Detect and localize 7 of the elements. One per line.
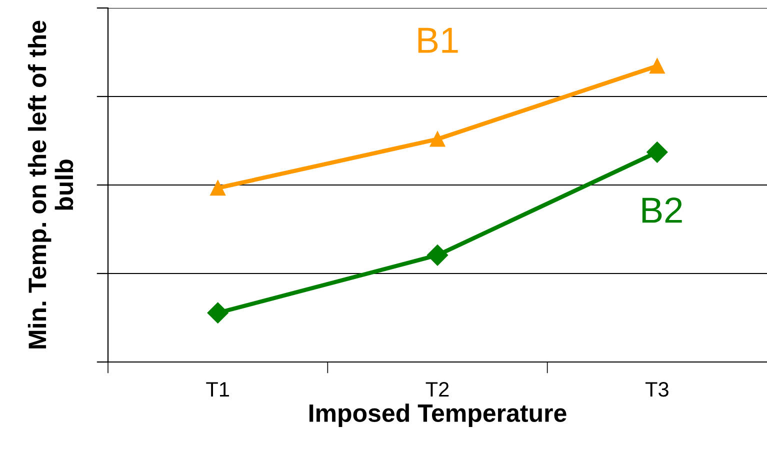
x-axis-title: Imposed Temperature bbox=[310, 404, 566, 427]
text: B1 bbox=[418, 28, 458, 53]
x-tick-label: T3 bbox=[645, 382, 668, 397]
x-tick-label: T2 bbox=[426, 382, 449, 397]
y-axis-title: Min. Temp. on the left of the bulb bbox=[28, 20, 74, 348]
series-label: B2 bbox=[642, 197, 682, 223]
x-tick-label: T1 bbox=[206, 382, 229, 397]
